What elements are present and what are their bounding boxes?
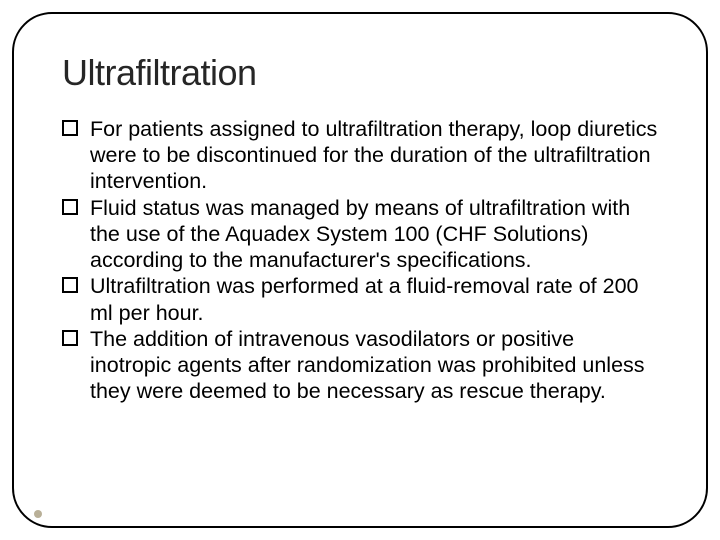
square-bullet-icon	[62, 120, 78, 136]
bullet-text: Fluid status was managed by means of ult…	[90, 196, 630, 272]
slide-title: Ultrafiltration	[62, 52, 658, 94]
square-bullet-icon	[62, 199, 78, 215]
bullet-text: Ultrafiltration was performed at a fluid…	[90, 274, 639, 324]
square-bullet-icon	[62, 277, 78, 293]
bullet-list: For patients assigned to ultrafiltration…	[62, 116, 658, 404]
list-item: Ultrafiltration was performed at a fluid…	[62, 273, 658, 325]
list-item: For patients assigned to ultrafiltration…	[62, 116, 658, 195]
square-bullet-icon	[62, 330, 78, 346]
slide-frame: Ultrafiltration For patients assigned to…	[12, 12, 708, 528]
footer-dot-icon	[34, 510, 42, 518]
bullet-text: For patients assigned to ultrafiltration…	[90, 117, 657, 193]
bullet-text: The addition of intravenous vasodilators…	[90, 327, 645, 403]
list-item: The addition of intravenous vasodilators…	[62, 326, 658, 405]
list-item: Fluid status was managed by means of ult…	[62, 195, 658, 274]
